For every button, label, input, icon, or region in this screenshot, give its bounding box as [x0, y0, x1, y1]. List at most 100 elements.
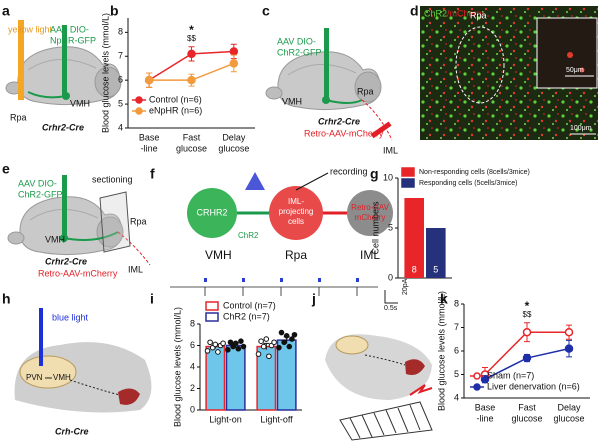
panel-letter: h	[2, 291, 11, 307]
injection	[324, 28, 329, 98]
label: VMH	[53, 373, 71, 382]
label: ChR2	[238, 231, 259, 240]
x-tick-label: glucose	[553, 413, 584, 423]
point	[187, 49, 196, 59]
y-tick-label: 4	[454, 392, 459, 402]
label: IML	[383, 145, 398, 155]
panel-letter: f	[150, 166, 155, 182]
legend-label: Liver denervation (n=6)	[487, 381, 580, 391]
label: mCherry	[355, 213, 386, 222]
bar	[276, 339, 297, 411]
inset	[536, 17, 598, 89]
vmh-site	[62, 92, 70, 100]
liver	[118, 388, 140, 405]
label: NpHR-GFP	[50, 35, 96, 45]
rpa-cell	[269, 186, 323, 240]
data-point	[260, 343, 267, 350]
data-point	[215, 349, 221, 355]
value-label: 5	[433, 264, 438, 274]
x-tick-label: Base	[139, 132, 160, 142]
legend-label: Control (n=6)	[149, 94, 202, 104]
rpa-outline	[455, 26, 505, 104]
iml-cell	[347, 190, 393, 236]
panel-letter: k	[440, 291, 448, 307]
label: /mCherry	[447, 8, 485, 18]
label: yellow light	[8, 24, 53, 34]
panel-letters: a b c d e f g h i j k	[2, 3, 448, 307]
bar	[225, 344, 246, 411]
x-tick-label: Fast	[518, 402, 536, 412]
grid	[349, 404, 421, 439]
scale-bar	[384, 290, 398, 304]
label: 50μm	[566, 67, 584, 74]
label: IML	[360, 248, 380, 262]
panel-e: AAV DIO- ChR2-GFP sectioning Rpa VMH Crh…	[7, 174, 151, 278]
electrode	[295, 172, 329, 191]
x-tick-label: glucose	[176, 143, 207, 153]
data-point	[255, 351, 262, 357]
x-tick-label: Base	[475, 402, 496, 412]
x-tick-label: glucose	[511, 413, 542, 423]
y-axis-label: Blood glucose levels (mmol/L)	[100, 13, 110, 133]
label: AAV DIO-	[50, 24, 89, 34]
annotation: $$	[523, 310, 532, 319]
panel-letter: i	[150, 291, 154, 307]
data-point	[207, 339, 213, 346]
label: cells	[288, 217, 304, 226]
label: VMH	[205, 248, 232, 262]
data-point	[227, 339, 234, 346]
projection	[325, 99, 363, 104]
label: AAV DIO-	[277, 36, 316, 46]
x-tick-label: glucose	[218, 143, 249, 153]
light-pulses	[204, 278, 359, 282]
label: AAV DIO-	[18, 178, 57, 188]
label: projecting	[279, 207, 314, 216]
label: Rpa	[470, 10, 487, 20]
data-point	[263, 336, 270, 342]
retro-path	[361, 99, 393, 141]
bar	[426, 228, 446, 278]
data-point	[212, 341, 219, 348]
panel-letter: d	[410, 3, 419, 19]
x-tick-label: Fast	[183, 132, 201, 142]
light-cone	[245, 172, 265, 190]
y-tick-label: 0	[190, 404, 195, 414]
data-point	[291, 331, 298, 338]
legend-marker	[135, 107, 143, 115]
chart: 0 2 4 6 8 Blood glucose levels (mmol/L) Light-…	[172, 300, 302, 427]
y-tick-label: 7	[454, 322, 459, 332]
panel-letter: e	[2, 161, 10, 177]
stimulus	[409, 384, 433, 396]
legend-swatch	[205, 312, 219, 322]
label: Crh-Cre	[55, 426, 89, 436]
y-tick-label: 0	[388, 272, 393, 282]
label: Crhr2-Cre	[45, 256, 87, 266]
point	[564, 344, 574, 353]
liver	[405, 359, 425, 375]
label: Retro-AAV	[351, 203, 389, 212]
panel-letter: j	[311, 291, 316, 307]
y-axis-label: Cell numbers	[370, 201, 380, 255]
label: Retro-AAV-mCherry	[38, 268, 118, 278]
data-point	[289, 336, 295, 342]
panel-f: CRHR2 ChR2 IML- projecting cells Retro-A…	[170, 166, 409, 312]
data-point	[232, 340, 239, 347]
label: Rpa	[130, 216, 147, 226]
label: IML	[128, 264, 143, 274]
point	[144, 75, 154, 85]
light-fiber	[39, 308, 43, 366]
panel-d: ChR2 /mCherry Rpa 50μm 100μm	[420, 6, 598, 140]
x-tick-label: -line	[476, 413, 493, 423]
legend-label: Sham (n=7)	[487, 370, 534, 380]
point	[187, 75, 196, 85]
legend-marker	[473, 383, 481, 391]
x-tick-label: -line	[141, 143, 158, 153]
projection	[63, 231, 119, 241]
legend-marker	[135, 96, 143, 104]
panel-letter: a	[2, 3, 10, 19]
y-tick-label: 5	[118, 98, 123, 108]
data-point	[278, 329, 285, 336]
data-point	[220, 340, 226, 347]
legend-swatch	[401, 178, 415, 188]
